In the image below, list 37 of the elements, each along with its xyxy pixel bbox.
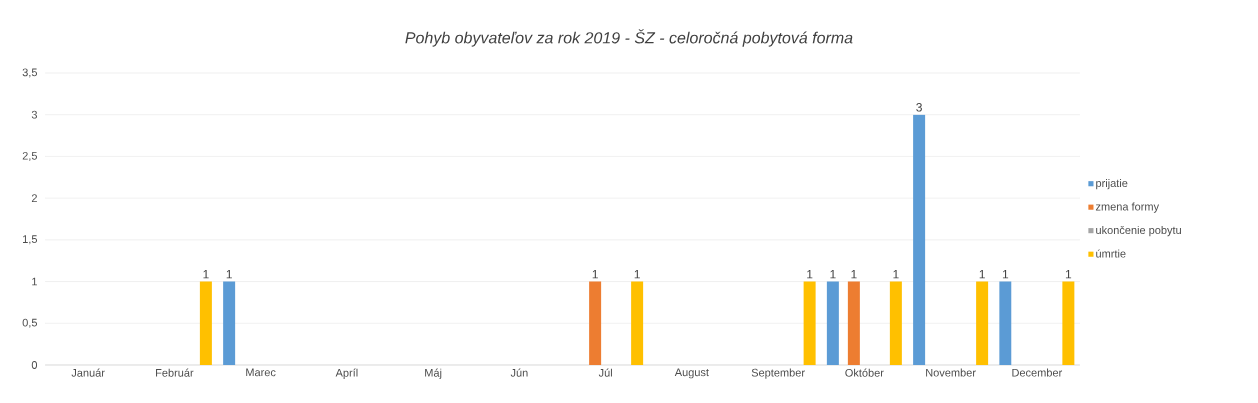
x-tick-label: Jún — [510, 368, 528, 377]
data-label: 1 — [634, 270, 640, 279]
x-tick-label: Január — [71, 368, 105, 377]
data-label: 1 — [893, 270, 899, 279]
x-tick-label: Máj — [425, 368, 442, 379]
x-tick-label: August — [674, 368, 709, 379]
x-tick-label: December — [1012, 368, 1063, 377]
legend-label: ukončenie pobytu — [1096, 225, 1181, 237]
data-label: 1 — [979, 270, 985, 279]
data-label: 3 — [916, 103, 922, 112]
x-tick-label: Júl — [598, 368, 612, 377]
chart-title: Pohyb obyvateľov za rok 2019 - ŠZ - celoročná pobytová forma — [405, 29, 853, 47]
y-tick-label: 1,5 — [23, 235, 38, 245]
y-tick-label: 0 — [31, 361, 38, 369]
x-tick-label: November — [926, 368, 976, 377]
data-label: 1 — [203, 270, 209, 279]
y-tick-label: 0,5 — [22, 318, 38, 328]
x-tick-label: Marec — [246, 368, 276, 377]
y-tick-label: 3 — [31, 110, 37, 119]
legend-label: prijatie — [1096, 178, 1128, 190]
data-label: 1 — [592, 270, 598, 279]
x-tick-label: Október — [845, 368, 884, 377]
data-label: 1 — [1002, 270, 1009, 279]
data-label: 1 — [830, 270, 836, 279]
x-tick-label: Apríl — [335, 368, 358, 379]
data-label: 1 — [1065, 270, 1072, 279]
data-label: 1 — [851, 270, 857, 279]
legend-label: úmrtie — [1096, 249, 1126, 258]
data-label: 1 — [807, 270, 813, 279]
y-tick-label: 1 — [32, 277, 37, 286]
y-tick-label: 2,5 — [22, 151, 38, 161]
y-tick-label: 3,5 — [22, 68, 38, 78]
x-tick-label: September — [751, 368, 805, 379]
legend-label: zmena formy — [1095, 202, 1160, 213]
data-label: 1 — [226, 270, 232, 279]
y-tick-label: 2 — [31, 194, 37, 202]
x-tick-label: Február — [156, 368, 194, 377]
